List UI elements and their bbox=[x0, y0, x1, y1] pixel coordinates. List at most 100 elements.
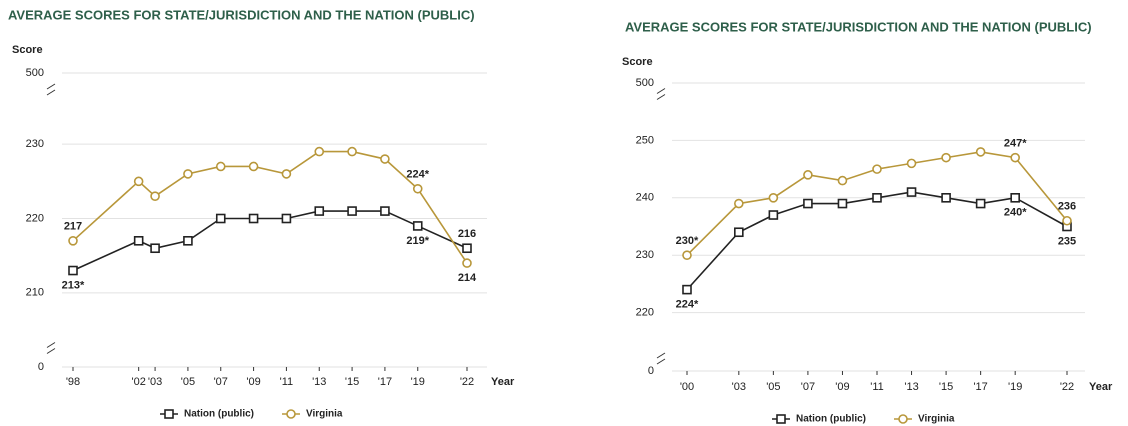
data-label: 216 bbox=[458, 228, 476, 240]
marker-circle bbox=[803, 170, 813, 180]
legend-marker bbox=[286, 409, 296, 419]
legend-label: Virginia bbox=[306, 409, 343, 420]
y-tick-label: 0 bbox=[38, 361, 44, 373]
y-tick-label: 220 bbox=[26, 212, 44, 224]
marker-square bbox=[183, 236, 193, 246]
y-tick-label: 250 bbox=[636, 134, 654, 146]
x-tick-label: '17 bbox=[378, 376, 392, 388]
marker-circle bbox=[68, 236, 78, 246]
marker-square bbox=[380, 206, 390, 216]
marker-circle bbox=[150, 191, 160, 201]
legend-marker bbox=[164, 409, 174, 419]
legend-label: Virginia bbox=[918, 414, 955, 425]
marker-circle bbox=[281, 169, 292, 179]
legend-marker bbox=[776, 414, 786, 424]
marker-circle bbox=[975, 147, 986, 157]
chart-title: AVERAGE SCORES FOR STATE/JURISDICTION AN… bbox=[8, 7, 475, 22]
data-label: 235 bbox=[1058, 235, 1076, 247]
marker-circle bbox=[872, 164, 882, 174]
x-tick-label: '05 bbox=[766, 381, 780, 393]
marker-square bbox=[872, 193, 882, 203]
marker-circle bbox=[347, 146, 357, 157]
data-label: 213* bbox=[62, 279, 85, 291]
marker-circle bbox=[1010, 152, 1020, 163]
y-axis-label: Score bbox=[622, 56, 653, 68]
x-tick-label: '11 bbox=[870, 381, 884, 393]
marker-square bbox=[150, 243, 160, 254]
marker-square bbox=[941, 193, 951, 203]
marker-square bbox=[68, 265, 78, 276]
y-tick-label: 500 bbox=[26, 67, 44, 79]
axis-break bbox=[46, 348, 56, 354]
marker-circle bbox=[412, 183, 423, 194]
axis-break bbox=[46, 342, 56, 348]
marker-circle bbox=[837, 175, 848, 186]
marker-square bbox=[412, 221, 423, 231]
x-tick-label: '03 bbox=[732, 381, 746, 393]
marker-square bbox=[682, 284, 692, 295]
axis-break bbox=[656, 94, 666, 100]
chart-title: AVERAGE SCORES FOR STATE/JURISDICTION AN… bbox=[625, 19, 1092, 34]
axis-break bbox=[46, 89, 56, 96]
y-tick-label: 230 bbox=[26, 138, 44, 150]
x-axis-label: Year bbox=[1089, 381, 1113, 393]
marker-square bbox=[347, 206, 357, 216]
y-tick-label: 240 bbox=[636, 192, 654, 204]
axis-break-gap bbox=[656, 91, 666, 98]
x-tick-label: '22 bbox=[1060, 381, 1074, 393]
y-tick-label: 230 bbox=[636, 249, 654, 261]
x-axis-label: Year bbox=[491, 376, 515, 388]
data-label: 219* bbox=[406, 235, 429, 247]
marker-circle bbox=[462, 258, 472, 268]
marker-square bbox=[837, 198, 848, 209]
x-tick-label: '11 bbox=[280, 376, 294, 388]
data-label: 217 bbox=[64, 221, 82, 233]
marker-square bbox=[734, 227, 744, 238]
axis-break-gap bbox=[656, 356, 666, 362]
x-tick-label: '07 bbox=[214, 376, 228, 388]
marker-square bbox=[803, 198, 813, 209]
axis-break-gap bbox=[46, 345, 56, 352]
data-label: 236 bbox=[1058, 201, 1076, 213]
x-tick-label: '17 bbox=[973, 381, 987, 393]
marker-circle bbox=[768, 193, 779, 203]
marker-circle bbox=[314, 146, 325, 157]
marker-circle bbox=[941, 152, 951, 163]
data-label: 224* bbox=[406, 169, 429, 181]
x-tick-label: '13 bbox=[904, 381, 918, 393]
x-tick-label: '07 bbox=[801, 381, 815, 393]
marker-circle bbox=[682, 250, 692, 260]
x-tick-label: '19 bbox=[1008, 381, 1022, 393]
marker-circle bbox=[183, 169, 193, 179]
data-label: 230* bbox=[676, 235, 699, 247]
marker-square bbox=[906, 187, 917, 197]
data-label: 224* bbox=[676, 299, 699, 311]
marker-circle bbox=[906, 158, 917, 169]
marker-circle bbox=[133, 176, 144, 187]
marker-circle bbox=[1062, 215, 1072, 226]
marker-circle bbox=[734, 198, 744, 209]
marker-square bbox=[248, 213, 259, 224]
x-tick-label: '15 bbox=[345, 376, 359, 388]
marker-circle bbox=[248, 161, 259, 172]
marker-circle bbox=[215, 161, 226, 172]
x-tick-label: '98 bbox=[66, 376, 80, 388]
axis-break-gap bbox=[46, 87, 56, 93]
y-axis-label: Score bbox=[12, 44, 43, 56]
data-label: 214 bbox=[458, 272, 477, 284]
x-tick-label: '00 bbox=[680, 381, 694, 393]
marker-square bbox=[133, 236, 144, 246]
x-tick-label: '09 bbox=[835, 381, 849, 393]
x-tick-label: '02 bbox=[131, 376, 145, 388]
y-tick-label: 0 bbox=[648, 365, 654, 377]
axis-break bbox=[656, 358, 666, 365]
marker-square bbox=[281, 213, 292, 224]
x-tick-label: '15 bbox=[939, 381, 953, 393]
axis-break bbox=[46, 83, 56, 90]
axis-break bbox=[656, 88, 666, 94]
marker-square bbox=[314, 206, 325, 216]
marker-square bbox=[215, 213, 226, 224]
x-tick-label: '09 bbox=[246, 376, 260, 388]
marker-circle bbox=[380, 154, 390, 164]
x-tick-label: '19 bbox=[411, 376, 425, 388]
